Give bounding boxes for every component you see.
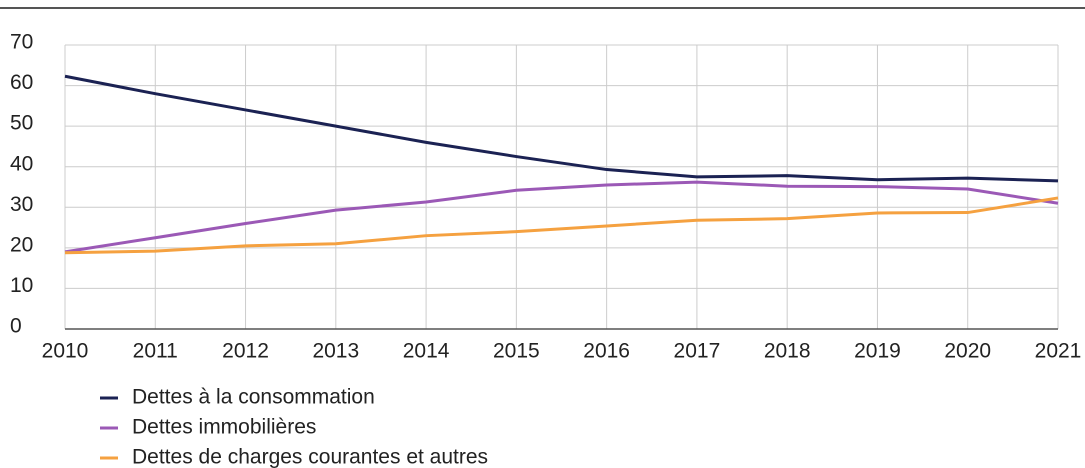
x-tick-label: 2020 [944, 340, 991, 363]
x-tick-label: 2014 [403, 340, 450, 363]
x-tick-label: 2013 [312, 340, 359, 363]
y-tick-label: 70 [10, 31, 33, 54]
legend-label: Dettes de charges courantes et autres [132, 446, 488, 468]
x-tick-label: 2019 [854, 340, 901, 363]
y-tick-label: 40 [10, 152, 33, 175]
y-tick-label: 0 [10, 315, 22, 338]
x-tick-label: 2018 [764, 340, 811, 363]
y-tick-label: 50 [10, 112, 33, 135]
y-tick-label: 20 [10, 233, 33, 256]
x-tick-label: 2012 [222, 340, 269, 363]
y-tick-label: 30 [10, 193, 33, 216]
x-tick-label: 2011 [133, 340, 178, 363]
y-tick-label: 60 [10, 71, 33, 94]
x-tick-label: 2015 [493, 340, 540, 363]
x-tick-label: 2016 [583, 340, 630, 363]
x-tick-label: 2017 [674, 340, 721, 363]
legend-label: Dettes immobilières [132, 416, 316, 439]
y-tick-label: 10 [10, 274, 33, 297]
series-line [64, 74, 1059, 183]
x-tick-label: 2021 [1035, 340, 1082, 363]
legend-label: Dettes à la consommation [132, 386, 375, 409]
series-line [64, 196, 1059, 255]
x-tick-label: 2010 [42, 340, 89, 363]
series-line [64, 180, 1059, 254]
